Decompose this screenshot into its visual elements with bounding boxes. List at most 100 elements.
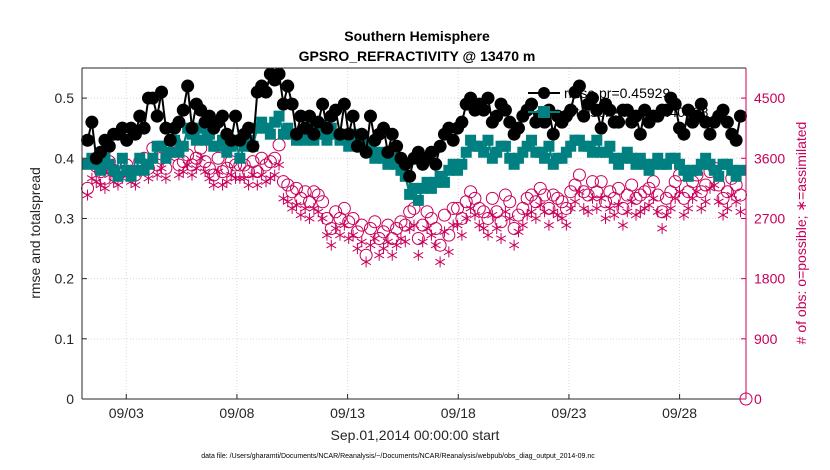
rmse-point [320,121,334,135]
totalspread-point [212,140,224,152]
asterisk-stroke [543,221,554,229]
obs-assimilated-point [574,186,585,198]
obs-assimilated-point [722,202,733,214]
totalspread-point [704,158,716,170]
asterisk-stroke [626,198,637,205]
rmse-point [694,97,708,111]
totalspread-point [508,158,520,170]
asterisk-stroke [474,221,485,229]
asterisk-stroke [504,215,515,222]
y-right-tick-label: 1800 [754,271,785,287]
rmse-point [150,109,164,123]
obs-assimilated-point [630,209,642,221]
asterisk-stroke [226,171,237,179]
obs-assimilated-point [230,172,241,184]
obs-assimilated-point [443,246,454,258]
asterisk-stroke [413,252,424,259]
obs-possible-point [538,188,552,202]
asterisk-stroke [496,235,507,242]
asterisk-stroke [556,215,568,222]
obs-assimilated-point [291,199,302,211]
asterisk-stroke [574,188,585,195]
legend-spread-label: totalspread pr=0.40088 [564,104,709,120]
totalspread-point [199,134,211,146]
asterisk-stroke [313,208,324,215]
asterisk-stroke [604,205,615,212]
asterisk-stroke [526,208,537,215]
asterisk-stroke [282,198,293,205]
totalspread-point [95,164,107,176]
obs-possible-point [263,155,277,169]
obs-assimilated-point [591,202,602,214]
obs-assimilated-point [156,162,167,174]
asterisk-stroke [387,252,398,259]
asterisk-stroke [652,208,663,215]
asterisk-stroke [613,201,624,209]
asterisk-stroke [439,228,450,236]
rmse-point [498,103,512,117]
y-right-tick-label: 2700 [754,210,785,226]
asterisk-stroke [221,178,232,185]
obs-possible-point [477,205,491,219]
asterisk-stroke [591,205,602,212]
rmse-point [455,115,469,129]
asterisk-stroke [683,205,694,212]
totalspread-point [573,134,585,146]
y-left-tick-label: 0.2 [55,271,75,287]
obs-assimilated-point [583,206,594,218]
asterisk-stroke [548,208,559,215]
obs-assimilated-point [648,192,659,204]
obs-assimilated-point [287,202,298,214]
obs-assimilated-point [474,219,485,231]
totalspread-point [678,164,690,176]
totalspread-point [621,146,633,158]
obs-possible-point [433,238,447,252]
totalspread-point [669,152,681,164]
totalspread-point [108,164,120,176]
totalspread-point [630,158,642,170]
obs-possible-point [215,165,229,179]
obs-assimilated-point [408,219,420,231]
totalspread-point [391,158,403,170]
rmse-point [538,115,552,129]
data-file-footer: data file: /Users/gharamti/Documents/NCA… [201,453,595,460]
rmse-point [729,133,743,147]
obs-assimilated-point [657,222,668,234]
obs-assimilated-point [613,199,624,211]
obs-assimilated-point [596,192,607,204]
obs-assimilated-point [247,169,258,181]
rmse-point [363,109,377,123]
obs-assimilated-point [435,256,446,268]
obs-possible-point [294,191,308,205]
asterisk-stroke [522,211,533,219]
totalspread-point [386,152,398,164]
asterisk-stroke [691,188,702,195]
obs-possible-point [255,151,269,165]
obs-assimilated-point [387,249,398,261]
asterisk-stroke [530,215,541,222]
obs-assimilated-point [735,206,746,218]
obs-possible-point [337,201,351,215]
obs-possible-point [316,195,330,209]
totalspread-point [517,146,529,158]
asterisk-stroke [252,181,263,189]
obs-assimilated-point [430,239,441,251]
y-right-tick-label: 0 [754,391,762,407]
asterisk-stroke [130,181,141,189]
totalspread-point [251,122,263,134]
asterisk-stroke [200,168,211,175]
obs-assimilated-point [530,212,541,224]
totalspread-point [234,152,246,164]
totalspread-point [282,122,294,134]
totalspread-point [695,158,707,170]
totalspread-point [608,152,620,164]
totalspread-point [404,188,416,200]
rmse-point [446,133,460,147]
obs-possible-point [603,185,617,199]
totalspread-point [82,158,94,170]
obs-assimilated-point [99,182,110,194]
rmse-series [81,67,747,183]
obs-assimilated-point [543,219,554,231]
obs-assimilated-point [539,206,550,218]
obs-possible-point [276,175,290,189]
